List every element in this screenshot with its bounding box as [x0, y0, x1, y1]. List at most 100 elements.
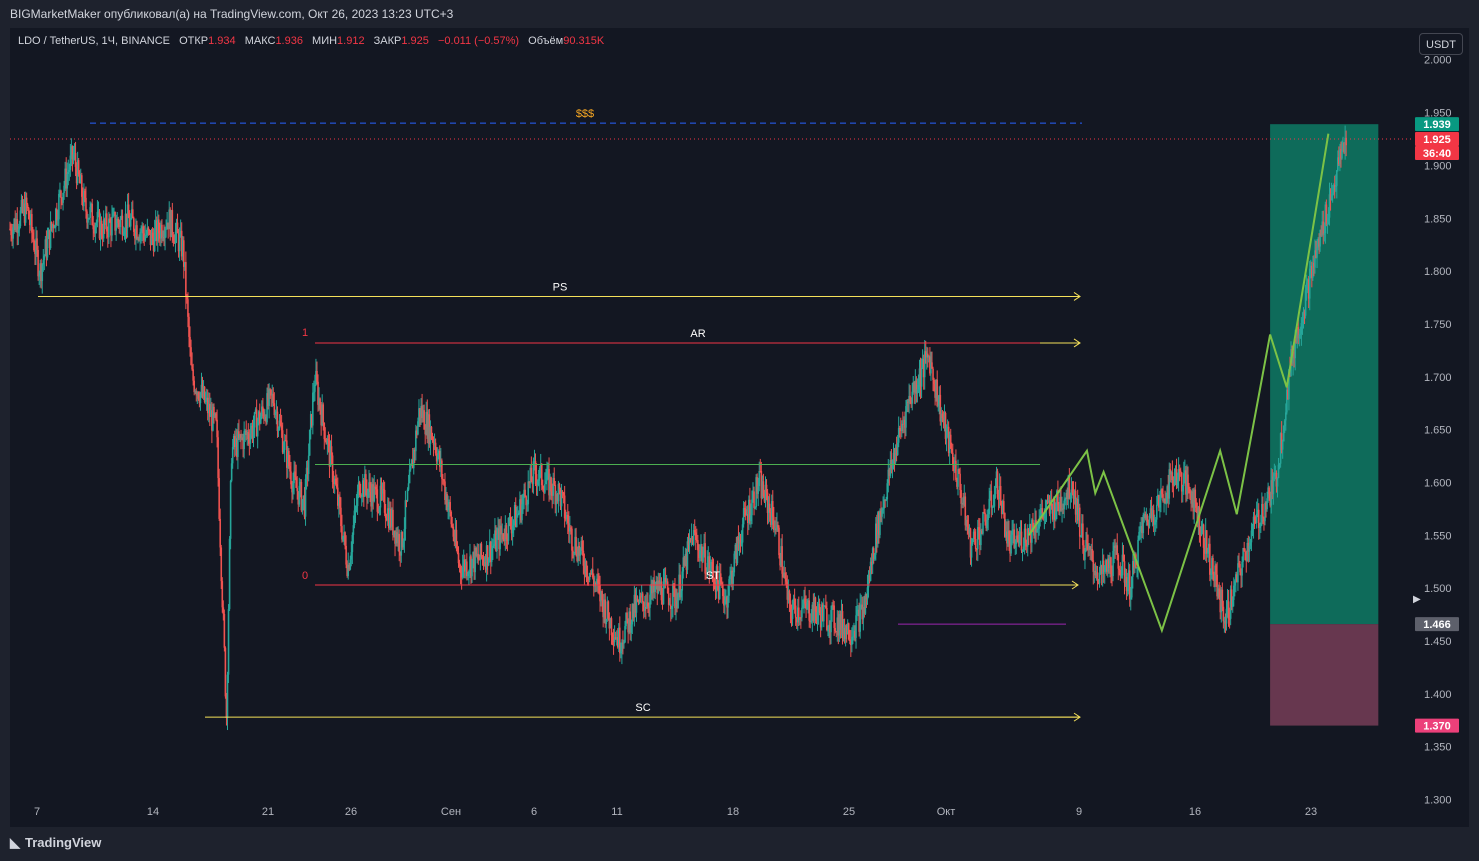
candle-body — [679, 574, 681, 598]
candle-body — [729, 574, 731, 580]
candle-body — [1240, 572, 1242, 576]
tradingview-logo[interactable]: ◣ TradingView — [10, 835, 101, 851]
candle-body — [292, 483, 294, 493]
candle-body — [1055, 511, 1057, 520]
candle-body — [638, 596, 641, 603]
candle-body — [376, 489, 379, 512]
target-zone[interactable] — [1270, 124, 1379, 625]
candle-body — [1143, 514, 1146, 516]
candle-body — [419, 408, 421, 417]
candle-body — [1262, 503, 1264, 518]
candle-body — [723, 596, 725, 606]
candle-body — [457, 552, 460, 564]
candle-body — [402, 540, 405, 548]
candle-body — [471, 559, 473, 577]
candle-body — [498, 528, 500, 550]
candle-body — [246, 432, 249, 435]
candle-body — [781, 546, 783, 574]
candle-body — [1303, 311, 1306, 316]
candle-body — [896, 442, 899, 456]
candle-body — [925, 353, 928, 358]
candle-body — [248, 439, 251, 444]
candle-body — [1277, 464, 1280, 479]
candle-body — [1165, 503, 1167, 505]
candle-body — [9, 228, 11, 230]
candle-body — [1241, 561, 1243, 576]
candle-body — [530, 467, 533, 482]
candle-body — [95, 222, 98, 226]
level-arrowhead — [1073, 712, 1081, 722]
candle-body — [54, 208, 57, 228]
candle-body — [1281, 441, 1284, 450]
candle-body — [446, 494, 448, 511]
candle-body — [101, 235, 104, 239]
candle-body — [290, 471, 292, 485]
scroll-to-realtime-icon[interactable]: ▶ — [1413, 594, 1421, 605]
y-tick-label: 1.550 — [1424, 530, 1452, 542]
candle-body — [379, 485, 382, 508]
candle-body — [521, 504, 523, 521]
currency-button[interactable]: USDT — [1419, 33, 1463, 55]
candle-body — [245, 430, 248, 435]
candle-body — [281, 430, 284, 453]
candle-body — [989, 490, 992, 499]
candle-body — [924, 351, 927, 358]
candle-body — [552, 478, 555, 496]
candle-body — [226, 674, 229, 719]
candle-body — [36, 238, 38, 250]
y-tick-label: 1.750 — [1424, 319, 1452, 331]
candle-body — [981, 530, 983, 534]
candle-body — [91, 203, 94, 226]
candle-body — [1172, 480, 1175, 486]
candle-body — [354, 508, 357, 511]
candle-body — [611, 635, 614, 638]
candle-body — [461, 567, 464, 578]
candle-body — [1049, 499, 1052, 514]
candle-body — [371, 484, 373, 507]
level-arrowhead — [1071, 580, 1079, 590]
candle-body — [56, 208, 58, 221]
candle-body — [1258, 526, 1261, 528]
candle-body — [309, 414, 312, 430]
candle-body — [1276, 478, 1279, 487]
candle-body — [873, 554, 876, 559]
candle-body — [1218, 588, 1221, 598]
change-value: −0.011 (−0.57%) — [437, 35, 520, 47]
symbol-name[interactable]: LDO / TetherUS, 1Ч, BINANCE — [18, 35, 171, 47]
candle-body — [735, 544, 738, 564]
candle-body — [369, 482, 371, 492]
candle-body — [404, 500, 407, 530]
candle-body — [407, 483, 410, 490]
candle-body — [1121, 554, 1124, 576]
projection-path[interactable] — [1027, 133, 1330, 634]
candle-body — [49, 222, 52, 249]
candle-body — [130, 209, 133, 218]
candle-body — [1062, 508, 1064, 510]
candle-body — [796, 607, 799, 623]
candle-body — [442, 478, 444, 481]
candle-body — [1137, 539, 1139, 568]
candle-body — [672, 583, 674, 607]
candle-body — [1122, 554, 1125, 562]
candle-body — [298, 485, 301, 505]
candle-body — [169, 209, 172, 237]
candle-body — [114, 212, 116, 231]
candle-body — [586, 576, 589, 578]
candle-body — [154, 220, 157, 230]
candle-body — [168, 209, 171, 230]
candle-body — [659, 581, 662, 591]
candle-body — [180, 230, 183, 257]
candle-body — [435, 453, 438, 462]
candle-body — [554, 484, 557, 505]
candle-body — [462, 559, 465, 568]
stop-zone[interactable] — [1270, 624, 1379, 726]
candle-body — [111, 216, 113, 236]
candle-body — [1102, 560, 1105, 572]
candle-body — [538, 468, 541, 480]
candle-body — [187, 299, 189, 317]
candle-body — [227, 609, 230, 675]
candle-body — [991, 507, 994, 509]
candle-body — [693, 529, 696, 533]
candle-body — [540, 464, 543, 486]
